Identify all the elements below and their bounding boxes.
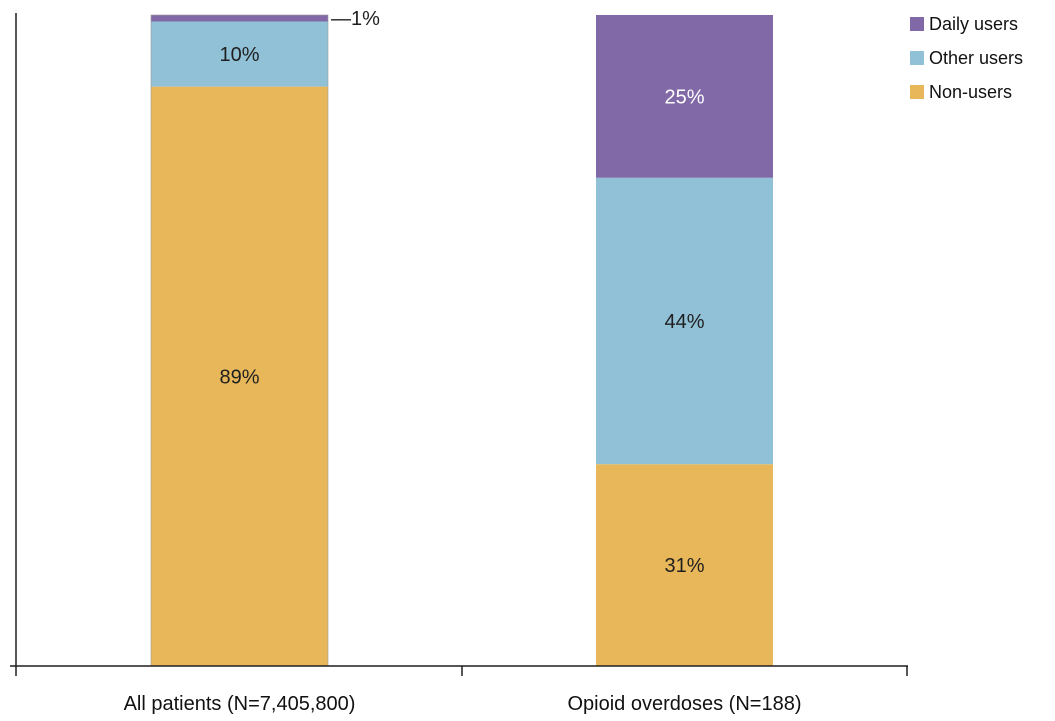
legend-swatch	[910, 85, 924, 99]
legend-label: Daily users	[929, 14, 1018, 34]
data-label: 44%	[664, 311, 704, 333]
data-label: 10%	[219, 44, 259, 66]
x-tick-label: Opioid overdoses (N=188)	[567, 693, 801, 715]
bar-segment-daily-users-2	[596, 15, 773, 178]
bar-segment-non-users-1	[151, 86, 328, 667]
bars-layer	[150, 14, 773, 667]
data-label: 25%	[664, 86, 704, 108]
legend-swatch	[910, 17, 924, 31]
bar-segment-other-users-1	[151, 21, 328, 87]
legend-label: Other users	[929, 48, 1023, 68]
legend-swatch	[910, 51, 924, 65]
legend-label: Non-users	[929, 82, 1012, 102]
x-tick-labels: All patients (N=7,405,800) Opioid overdos…	[124, 693, 802, 715]
axes-layer	[10, 13, 908, 676]
bar-segment-other-users-2	[596, 177, 773, 465]
data-label: 31%	[664, 555, 704, 577]
labels-layer: 89% 10% 31% 44% 25% —1%	[219, 8, 704, 577]
bar-segment-non-users-2	[596, 464, 773, 666]
data-label: 89%	[219, 366, 259, 388]
legend: Daily users Other users Non-users	[910, 14, 1023, 102]
bar-segment-daily-users-1	[151, 15, 328, 22]
x-tick-label: All patients (N=7,405,800)	[124, 693, 356, 715]
callout-label: —1%	[331, 8, 380, 30]
